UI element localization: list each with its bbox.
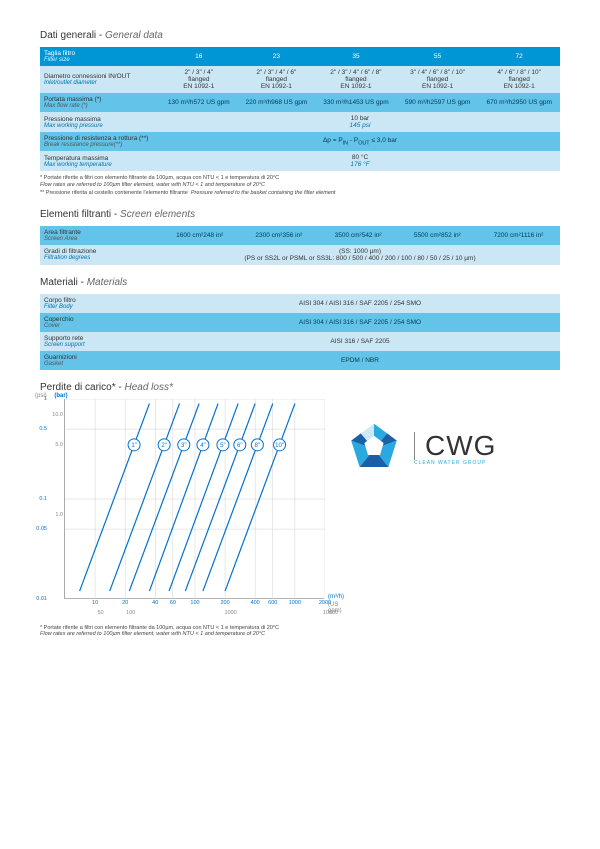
title-it: Dati generali [40, 30, 96, 41]
section-title-general: Dati generali - General data [40, 30, 560, 41]
headloss-footnote: * Portate riferite a filtri con elemento… [40, 625, 560, 638]
title-en: General data [105, 30, 163, 41]
row-gasket: GuarnizioniGasket [40, 351, 160, 370]
flow-val: 330 m³/h1453 US gpm [315, 93, 397, 112]
general-footnote-1: * Portate riferite a filtri con elemento… [40, 175, 560, 188]
diam-val: 3" / 4" / 6" / 8" / 10" flanged EN 1092-… [397, 66, 479, 93]
diam-val: 4" / 6" / 8" / 10" flanged EN 1092-1 [478, 66, 560, 93]
area-val: 5500 cm²852 in² [398, 226, 477, 245]
svg-text:3": 3" [181, 443, 186, 449]
header-filter-size: Taglia filtroFilter size [40, 47, 160, 66]
area-val: 7200 cm²1116 in² [477, 226, 560, 245]
screen-table: Area filtranteScreen Area 1600 cm²248 in… [40, 226, 560, 265]
row-diam: Diametro connessioni IN/OUTInlet/outlet … [40, 66, 160, 93]
area-val: 3500 cm²542 in² [318, 226, 397, 245]
area-val: 2300 cm²356 in² [239, 226, 318, 245]
row-flow: Portata massima (*)Max flow rate (*) [40, 93, 160, 112]
logo-text: CWG [414, 432, 496, 460]
row-grades: Gradi di filtrazioneFiltration degrees [40, 245, 160, 265]
headloss-chart: (psi) (bar) (m³/h) (US gpm) 102040601002… [64, 399, 324, 599]
size-col: 35 [315, 47, 397, 66]
row-temp: Temperatura massimaMax working temperatu… [40, 151, 160, 171]
flow-val: 130 m³/h572 US gpm [160, 93, 238, 112]
area-val: 1600 cm²248 in² [160, 226, 239, 245]
size-col: 55 [397, 47, 479, 66]
pressure-val: 10 bar145 psi [160, 112, 560, 132]
svg-text:10": 10" [275, 443, 284, 449]
flow-val: 590 m³/h2597 US gpm [397, 93, 479, 112]
svg-text:4": 4" [200, 443, 205, 449]
row-body: Corpo filtroFilter Body [40, 294, 160, 313]
svg-text:5": 5" [220, 443, 225, 449]
flow-val: 220 m³/h968 US gpm [238, 93, 316, 112]
diam-val: 2" / 3" / 4" / 6" flanged EN 1092-1 [238, 66, 316, 93]
svg-text:6": 6" [237, 443, 242, 449]
cover-val: AISI 304 / AISI 316 / SAF 2205 / 254 SMO [160, 313, 560, 332]
svg-text:8": 8" [255, 443, 260, 449]
grades-val: (SS: 1000 µm)(PS or SS2L or PSML or SS3L… [160, 245, 560, 265]
general-table: Taglia filtroFilter size 16 23 35 55 72 … [40, 47, 560, 171]
logo-block: CWG CLEAN WATER GROUP [344, 419, 496, 479]
svg-text:2": 2" [161, 443, 166, 449]
size-col: 72 [478, 47, 560, 66]
section-title-materials: Materiali - Materials [40, 277, 560, 288]
row-area: Area filtranteScreen Area [40, 226, 160, 245]
row-break: Pressione di resistenza a rottura (**)Br… [40, 132, 160, 151]
section-title-headloss: Perdite di carico* - Head loss* [40, 382, 560, 393]
section-title-screen: Elementi filtranti - Screen elements [40, 209, 560, 220]
row-pressure: Pressione massimaMax working pressure [40, 112, 160, 132]
flow-val: 670 m³/h2950 US gpm [478, 93, 560, 112]
row-support: Supporto reteScreen support [40, 332, 160, 351]
body-val: AISI 304 / AISI 316 / SAF 2205 / 254 SMO [160, 294, 560, 313]
size-col: 23 [238, 47, 316, 66]
svg-text:1": 1" [131, 443, 136, 449]
logo-icon [344, 419, 404, 479]
size-col: 16 [160, 47, 238, 66]
temp-val: 80 °C176 °F [160, 151, 560, 171]
diam-val: 2" / 3" / 4" flanged EN 1092-1 [160, 66, 238, 93]
general-footnote-2: ** Pressione riferita al cestello conten… [40, 190, 560, 197]
diam-val: 2" / 3" / 4" / 6" / 8" flanged EN 1092-1 [315, 66, 397, 93]
support-val: AISI 316 / SAF 2205 [160, 332, 560, 351]
gasket-val: EPDM / NBR [160, 351, 560, 370]
row-cover: CoperchioCover [40, 313, 160, 332]
break-val: Δp = PIN - POUT ≤ 3,0 bar [160, 132, 560, 151]
logo-subtitle: CLEAN WATER GROUP [414, 460, 496, 466]
materials-table: Corpo filtroFilter Body AISI 304 / AISI … [40, 294, 560, 370]
